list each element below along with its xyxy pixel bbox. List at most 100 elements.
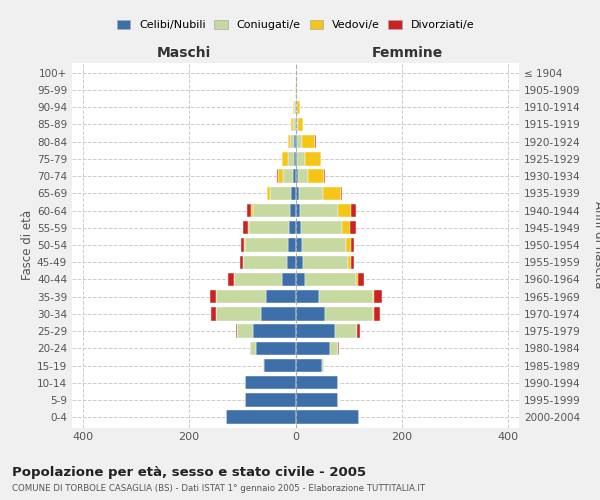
- Bar: [373, 290, 374, 304]
- Bar: [215, 307, 261, 320]
- Bar: [244, 256, 287, 269]
- Bar: [253, 324, 296, 338]
- Bar: [300, 204, 338, 218]
- Bar: [338, 342, 339, 355]
- Bar: [287, 256, 296, 269]
- Bar: [229, 272, 234, 286]
- Bar: [253, 204, 290, 218]
- Bar: [296, 307, 325, 320]
- Bar: [373, 307, 374, 320]
- Bar: [305, 272, 356, 286]
- Bar: [296, 118, 298, 131]
- Bar: [330, 342, 338, 355]
- Bar: [338, 204, 352, 218]
- Bar: [335, 324, 356, 338]
- Y-axis label: Anni di nascita: Anni di nascita: [592, 202, 600, 288]
- Bar: [298, 118, 304, 131]
- Bar: [296, 376, 338, 390]
- Bar: [278, 170, 283, 183]
- Bar: [322, 359, 324, 372]
- Bar: [270, 186, 291, 200]
- Bar: [374, 307, 380, 320]
- Text: Popolazione per età, sesso e stato civile - 2005: Popolazione per età, sesso e stato civil…: [12, 466, 366, 479]
- Bar: [293, 170, 296, 183]
- Bar: [240, 256, 243, 269]
- Bar: [301, 221, 343, 234]
- Bar: [305, 152, 320, 166]
- Bar: [249, 221, 289, 234]
- Bar: [351, 238, 353, 252]
- Bar: [267, 186, 270, 200]
- Bar: [250, 342, 256, 355]
- Bar: [295, 135, 296, 148]
- Bar: [251, 204, 253, 218]
- Bar: [374, 290, 382, 304]
- Bar: [247, 204, 251, 218]
- Bar: [215, 290, 266, 304]
- Bar: [308, 170, 324, 183]
- Text: Femmine: Femmine: [371, 46, 443, 60]
- Bar: [245, 393, 296, 406]
- Bar: [244, 238, 245, 252]
- Bar: [297, 100, 300, 114]
- Bar: [261, 307, 296, 320]
- Bar: [211, 307, 215, 320]
- Bar: [296, 204, 300, 218]
- Bar: [237, 324, 253, 338]
- Bar: [235, 272, 282, 286]
- Bar: [298, 170, 308, 183]
- Bar: [283, 170, 293, 183]
- Bar: [296, 410, 359, 424]
- Bar: [324, 170, 325, 183]
- Bar: [302, 135, 315, 148]
- Bar: [319, 290, 373, 304]
- Bar: [290, 135, 295, 148]
- Bar: [299, 186, 323, 200]
- Bar: [296, 170, 298, 183]
- Bar: [296, 238, 302, 252]
- Bar: [226, 410, 296, 424]
- Bar: [302, 238, 346, 252]
- Bar: [325, 307, 373, 320]
- Bar: [290, 204, 296, 218]
- Bar: [296, 324, 335, 338]
- Bar: [244, 221, 248, 234]
- Bar: [296, 221, 301, 234]
- Bar: [289, 221, 296, 234]
- Bar: [296, 186, 299, 200]
- Bar: [236, 324, 237, 338]
- Bar: [296, 393, 338, 406]
- Bar: [287, 135, 290, 148]
- Bar: [211, 290, 215, 304]
- Bar: [245, 238, 288, 252]
- Bar: [323, 186, 341, 200]
- Bar: [282, 152, 287, 166]
- Bar: [241, 238, 244, 252]
- Bar: [296, 256, 303, 269]
- Bar: [294, 100, 295, 114]
- Bar: [296, 152, 305, 166]
- Bar: [248, 221, 249, 234]
- Bar: [291, 118, 293, 131]
- Bar: [245, 376, 296, 390]
- Bar: [356, 272, 358, 286]
- Bar: [296, 84, 297, 97]
- Text: COMUNE DI TORBOLE CASAGLIA (BS) - Dati ISTAT 1° gennaio 2005 - Elaborazione TUTT: COMUNE DI TORBOLE CASAGLIA (BS) - Dati I…: [12, 484, 425, 493]
- Bar: [266, 290, 296, 304]
- Bar: [256, 342, 296, 355]
- Bar: [351, 256, 353, 269]
- Text: Maschi: Maschi: [157, 46, 211, 60]
- Bar: [296, 359, 322, 372]
- Bar: [350, 221, 356, 234]
- Bar: [348, 256, 351, 269]
- Bar: [282, 272, 296, 286]
- Bar: [291, 186, 296, 200]
- Bar: [263, 359, 296, 372]
- Bar: [343, 221, 350, 234]
- Bar: [288, 238, 296, 252]
- Y-axis label: Fasce di età: Fasce di età: [21, 210, 34, 280]
- Bar: [357, 324, 360, 338]
- Bar: [352, 204, 356, 218]
- Bar: [358, 272, 364, 286]
- Bar: [296, 342, 330, 355]
